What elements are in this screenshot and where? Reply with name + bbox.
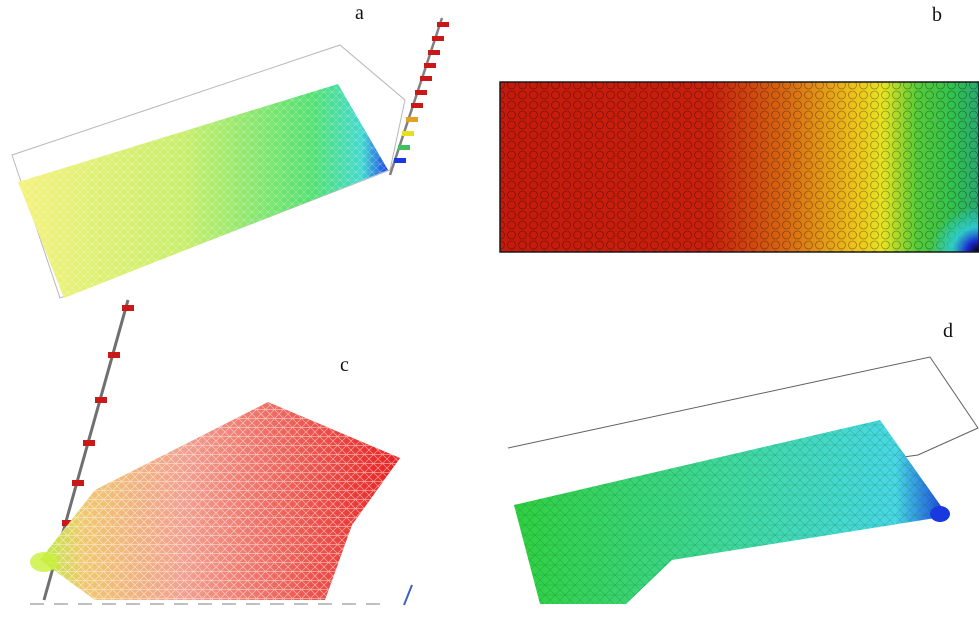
panel-label-c: c	[340, 354, 349, 376]
panel-label-b: b	[932, 4, 942, 26]
panel-c	[30, 299, 413, 606]
panel-label-d: d	[943, 320, 953, 342]
panel-a-support-post	[388, 17, 444, 176]
panel-a-undeformed-outline	[11, 44, 406, 299]
panel-a	[11, 17, 449, 299]
panel-d	[507, 356, 979, 604]
panel-c-axis-glyph	[403, 584, 413, 606]
panel-b-corner-concentration	[880, 160, 979, 252]
panel-b	[499, 81, 979, 253]
panel-a-support-markers	[394, 22, 449, 163]
panel-label-a: a	[355, 2, 364, 24]
